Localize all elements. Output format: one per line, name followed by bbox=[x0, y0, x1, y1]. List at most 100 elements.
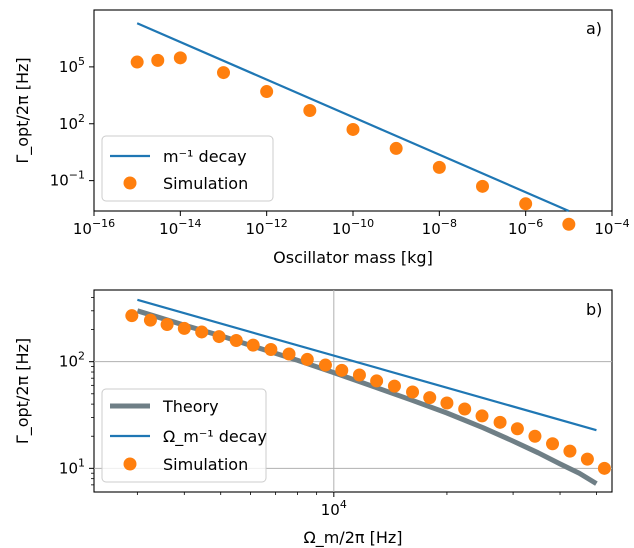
panel-b-legend-box bbox=[101, 388, 267, 483]
panel-a-y-tick-label-base: 10 bbox=[59, 58, 78, 76]
panel-a-x-tick-label-exponent: −10 bbox=[351, 217, 374, 230]
panel-a-x-tick-label-base: 10 bbox=[508, 220, 527, 238]
panel-a-x-tick-label: 10−14 bbox=[159, 217, 201, 238]
panel-b-x-tick-label: 104 bbox=[321, 498, 347, 519]
panel-a-legend: m⁻¹ decay Simulation bbox=[101, 135, 274, 202]
panel-a-y-axis-label: Γ_opt/2π [Hz] bbox=[13, 57, 33, 163]
panel-a-label: a) bbox=[586, 19, 602, 38]
panel-b-simulation-point bbox=[406, 385, 420, 399]
panel-b-simulation-point bbox=[300, 352, 314, 366]
panel-b-y-tick-label-exponent: 1 bbox=[78, 456, 85, 469]
panel-b-y-tick-label-exponent: 2 bbox=[78, 350, 85, 363]
panel-b-simulation-point bbox=[246, 338, 260, 352]
panel-b-simulation-point bbox=[177, 321, 191, 335]
panel-a-y-tick-label-exponent: −1 bbox=[69, 169, 85, 182]
panel-a-x-tick-label: 10−8 bbox=[422, 217, 457, 238]
panel-a-x-tick-label-base: 10 bbox=[594, 220, 613, 238]
panel-b-y-tick-label: 102 bbox=[59, 350, 85, 371]
panel-b-simulation-point bbox=[264, 343, 278, 357]
panel-a-x-tick-label-base: 10 bbox=[159, 220, 178, 238]
panel-b-simulation-point bbox=[423, 391, 437, 405]
panel-b-x-axis-label-text: Ω_m/2π [Hz] bbox=[303, 528, 402, 548]
panel-b-simulation-point bbox=[229, 333, 243, 347]
panel-a-simulation-point bbox=[389, 141, 403, 155]
panel-b-simulation-point bbox=[510, 422, 524, 436]
panel-b-simulation-point bbox=[528, 429, 542, 443]
panel-a-marks bbox=[130, 22, 576, 231]
panel-a-x-tick-label: 10−10 bbox=[332, 217, 374, 238]
panel-a-y-tick-label: 102 bbox=[59, 112, 85, 133]
panel-a-simulation-point bbox=[217, 66, 230, 80]
panel-b-simulation-point bbox=[458, 402, 472, 416]
panel-b-simulation-point bbox=[493, 415, 507, 429]
panel-a-x-tick-label: 10−12 bbox=[246, 217, 288, 238]
panel-b-y-tick-label: 101 bbox=[59, 456, 85, 477]
panel-a-legend-box bbox=[101, 135, 274, 202]
panel-b-simulation-point bbox=[546, 437, 560, 451]
panel-a-x-tick-label-exponent: −4 bbox=[613, 217, 629, 230]
panel-a-legend-label-decay: m⁻¹ decay bbox=[163, 147, 247, 166]
panel-a-x-tick-label-base: 10 bbox=[332, 220, 351, 238]
panel-b-legend-label-decay: Ω_m⁻¹ decay bbox=[163, 427, 267, 447]
panel-b-y-tick-label-base: 10 bbox=[59, 353, 78, 371]
panel-a-x-tick-label-exponent: −16 bbox=[92, 217, 115, 230]
panel-a-y-tick-label-exponent: 2 bbox=[78, 112, 85, 125]
panel-a-x-tick-label: 10−4 bbox=[594, 217, 629, 238]
panel-a-y-tick-label: 10−1 bbox=[50, 169, 85, 190]
panel-b-x-tick-label-base: 10 bbox=[321, 501, 340, 519]
panel-b-decay-line bbox=[137, 298, 597, 432]
panel-b-simulation-point bbox=[440, 396, 454, 410]
panel-a-x-tick-label-base: 10 bbox=[422, 220, 441, 238]
panel-a-ticks: 10−16 10−14 10−12 10−10 10−8 10−6 10−410−11021… bbox=[50, 55, 630, 238]
panel-a-simulation-point bbox=[346, 122, 360, 136]
panel-b-simulation-point bbox=[352, 368, 366, 382]
panel-a-simulation-point bbox=[303, 104, 317, 117]
panel-a-y-axis-label-text: Γ_opt/2π [Hz] bbox=[13, 57, 33, 163]
panel-b-simulation-point bbox=[370, 374, 384, 388]
panel-b-simulation-point bbox=[563, 444, 577, 458]
panel-b-frame bbox=[93, 289, 613, 493]
panel-b-simulation-point bbox=[475, 409, 489, 423]
panel-a-x-axis-label: Oscillator mass [kg] bbox=[273, 248, 433, 267]
panel-b-y-axis-label-text: Γ_opt/2π [Hz] bbox=[13, 338, 33, 444]
panel-b-marks bbox=[125, 298, 611, 486]
panel-a-simulation-point bbox=[432, 160, 446, 174]
panel-a-simulation-point bbox=[173, 51, 187, 65]
panel-b-legend-label-theory: Theory bbox=[162, 397, 219, 416]
panel-a-simulation-point bbox=[151, 53, 165, 67]
panel-a-simulation-point bbox=[519, 197, 533, 211]
panel-a-x-tick-label: 10−16 bbox=[73, 217, 115, 238]
panel-b-x-tick-label-exponent: 4 bbox=[340, 498, 347, 511]
panel-b-legend-label-simulation: Simulation bbox=[163, 455, 248, 474]
panel-a-y-tick-label-base: 10 bbox=[59, 115, 78, 133]
panel-b-simulation-point bbox=[580, 452, 594, 466]
panel-a-simulation-point bbox=[260, 85, 274, 99]
panel-a-x-tick-label-base: 10 bbox=[73, 220, 92, 238]
panel-b-simulation-point bbox=[195, 325, 209, 339]
panel-b-legend: Theory Ω_m⁻¹ decay Simulation bbox=[101, 388, 267, 483]
panel-a-simulation-point bbox=[476, 179, 489, 193]
panel-b-simulation-point bbox=[212, 330, 226, 344]
panel-a-decay-line bbox=[136, 22, 570, 213]
panel-b-y-tick-label-base: 10 bbox=[59, 459, 78, 477]
panel-b-simulation-point bbox=[318, 358, 332, 372]
panel-a-y-tick-label-base: 10 bbox=[50, 172, 69, 190]
panel-a-x-tick-label-exponent: −12 bbox=[265, 217, 288, 230]
panel-a-legend-marker-swatch bbox=[123, 176, 137, 190]
panel-a: 10−16 10−14 10−12 10−10 10−8 10−6 10−410−11021… bbox=[13, 9, 630, 267]
panel-b-simulation-point bbox=[387, 379, 401, 393]
panel-a-x-tick-label: 10−6 bbox=[508, 217, 543, 238]
panel-a-y-tick-label: 105 bbox=[59, 55, 85, 76]
panel-a-simulation-point bbox=[562, 217, 576, 231]
panel-a-x-tick-label-exponent: −6 bbox=[527, 217, 543, 230]
panel-b-simulation-point bbox=[282, 347, 296, 361]
panel-b-simulation-point bbox=[160, 318, 174, 332]
panel-a-x-tick-label-exponent: −8 bbox=[441, 217, 457, 230]
panel-b-label: b) bbox=[586, 300, 602, 319]
panel-a-x-tick-label-exponent: −14 bbox=[178, 217, 201, 230]
panel-a-y-tick-label-exponent: 5 bbox=[78, 55, 85, 68]
panel-b-legend-marker-swatch bbox=[123, 457, 137, 471]
